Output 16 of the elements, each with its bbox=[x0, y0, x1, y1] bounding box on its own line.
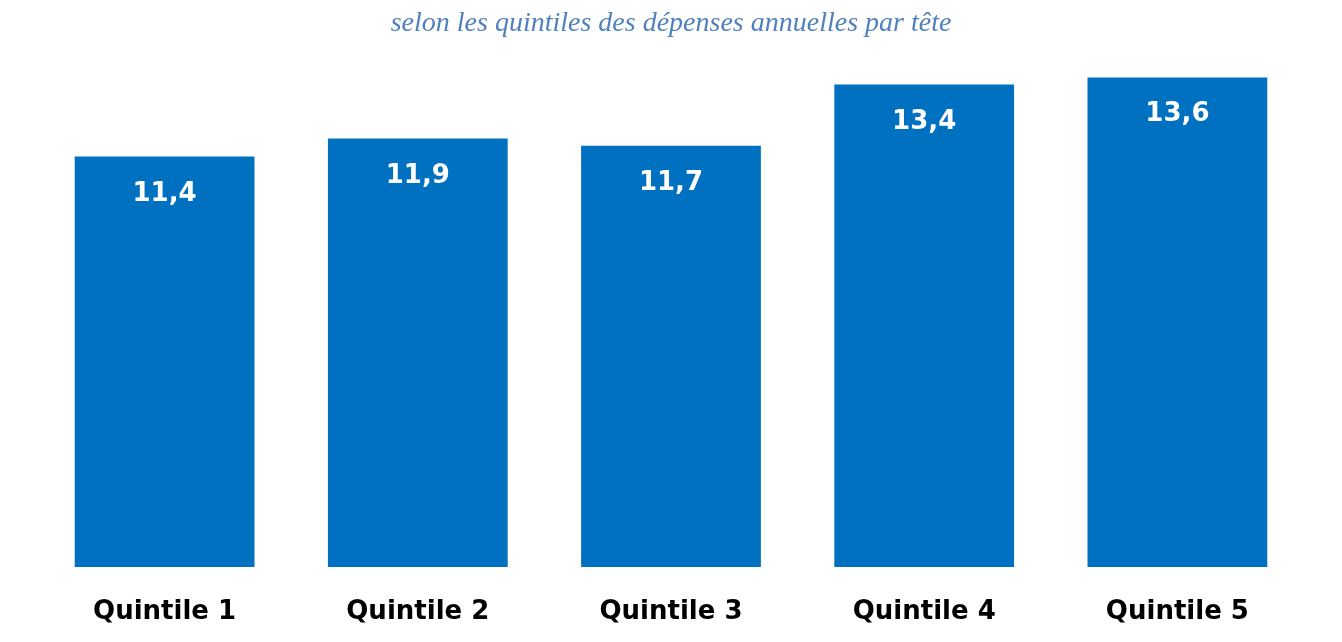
chart-title: selon les quintiles des dépenses annuelles par tête bbox=[390, 5, 952, 37]
data-label: 11,4 bbox=[132, 176, 197, 207]
x-tick-label: Quintile 3 bbox=[599, 595, 743, 625]
bar bbox=[1087, 77, 1268, 567]
data-label: 13,6 bbox=[1145, 97, 1210, 128]
bar bbox=[327, 138, 508, 567]
data-label: 13,4 bbox=[892, 104, 957, 135]
x-tick-label: Quintile 1 bbox=[93, 595, 237, 625]
x-tick-label: Quintile 2 bbox=[346, 595, 490, 625]
x-tick-label: Quintile 4 bbox=[852, 595, 996, 625]
bar bbox=[834, 84, 1015, 567]
x-tick-label: Quintile 5 bbox=[1105, 595, 1249, 625]
data-label: 11,9 bbox=[385, 158, 450, 189]
bar bbox=[74, 156, 255, 567]
bar bbox=[581, 145, 761, 567]
data-label: 11,7 bbox=[638, 165, 704, 196]
